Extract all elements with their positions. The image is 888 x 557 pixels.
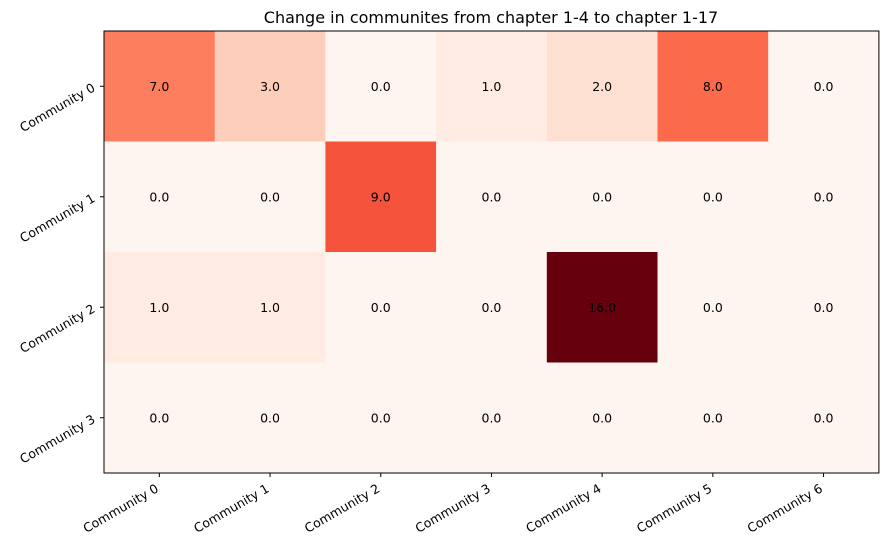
heatmap-cell <box>657 141 769 253</box>
x-tick-label: Community 4 <box>523 481 604 536</box>
cell-value-label: 0.0 <box>371 79 391 94</box>
cell-value-label: 0.0 <box>814 189 834 204</box>
heatmap-cells <box>104 31 880 474</box>
heatmap-cell <box>546 31 659 143</box>
x-tick-label: Community 3 <box>412 481 492 536</box>
x-axis: Community 0 Community 1 Community 2 Communi… <box>80 473 825 536</box>
cell-value-label: 0.0 <box>149 189 169 204</box>
x-tick-label: Community 6 <box>745 481 826 536</box>
heatmap-cell <box>768 141 880 253</box>
cell-value-label: 3.0 <box>260 79 280 94</box>
x-tick-label: Community 5 <box>634 481 714 536</box>
heatmap-cell <box>214 362 326 474</box>
heatmap-cell <box>546 252 659 364</box>
y-tick-label: Community 2 <box>17 301 97 356</box>
heatmap-cell <box>768 31 880 143</box>
cell-value-label: 0.0 <box>482 300 502 315</box>
heatmap-cell <box>768 362 880 474</box>
heatmap-cell <box>436 141 548 253</box>
y-tick-label: Community 1 <box>17 190 97 245</box>
heatmap-cell <box>436 252 548 364</box>
x-tick-label: Community 2 <box>302 481 382 536</box>
heatmap-cell <box>325 252 437 364</box>
cell-value-label: 0.0 <box>814 79 834 94</box>
heatmap-cell <box>214 252 326 364</box>
heatmap-cell <box>768 252 880 364</box>
cell-value-label: 1.0 <box>482 79 502 94</box>
cell-value-label: 0.0 <box>260 189 280 204</box>
cell-value-label: 0.0 <box>371 410 391 425</box>
cell-value-label: 0.0 <box>482 189 502 204</box>
heatmap-cell <box>325 31 437 143</box>
heatmap-cell <box>546 141 659 253</box>
cell-value-label: 0.0 <box>149 410 169 425</box>
heatmap-cell <box>546 362 659 474</box>
cell-value-label: 0.0 <box>703 189 723 204</box>
cell-labels: 7.0 3.0 0.0 1.0 2.0 8.0 0.0 0.0 0.0 9.0 0.0 0.0 0.0 0… <box>149 79 833 426</box>
cell-value-label: 0.0 <box>371 300 391 315</box>
cell-value-label: 16.0 <box>588 300 616 315</box>
cell-value-label: 0.0 <box>703 410 723 425</box>
x-tick-label: Community 0 <box>80 481 161 536</box>
y-axis: Community 0 Community 1 Community 2 Communi… <box>17 80 104 466</box>
heatmap-cell <box>214 141 326 253</box>
heatmap-cell <box>104 252 216 364</box>
chart-title: Change in communites from chapter 1-4 to… <box>264 8 718 27</box>
heatmap-cell <box>104 31 216 143</box>
heatmap-cell <box>104 362 216 474</box>
cell-value-label: 1.0 <box>260 300 280 315</box>
heatmap-cell <box>657 362 769 474</box>
cell-value-label: 9.0 <box>371 189 391 204</box>
cell-value-label: 2.0 <box>592 79 612 94</box>
heatmap-cell <box>104 141 216 253</box>
cell-value-label: 8.0 <box>703 79 723 94</box>
cell-value-label: 0.0 <box>592 189 612 204</box>
heatmap-cell <box>214 31 326 143</box>
heatmap-cell <box>325 141 437 253</box>
cell-value-label: 0.0 <box>482 410 502 425</box>
cell-value-label: 7.0 <box>149 79 169 94</box>
heatmap-cell <box>657 252 769 364</box>
y-tick-label: Community 0 <box>17 80 98 135</box>
cell-value-label: 0.0 <box>814 410 834 425</box>
cell-value-label: 0.0 <box>260 410 280 425</box>
heatmap-cell <box>657 31 769 143</box>
cell-value-label: 0.0 <box>592 410 612 425</box>
cell-value-label: 1.0 <box>149 300 169 315</box>
heatmap-cell <box>436 362 548 474</box>
cell-value-label: 0.0 <box>814 300 834 315</box>
cell-value-label: 0.0 <box>703 300 723 315</box>
heatmap-cell <box>325 362 437 474</box>
heatmap-cell <box>436 31 548 143</box>
x-tick-label: Community 1 <box>191 481 271 536</box>
y-tick-label: Community 3 <box>17 411 97 466</box>
